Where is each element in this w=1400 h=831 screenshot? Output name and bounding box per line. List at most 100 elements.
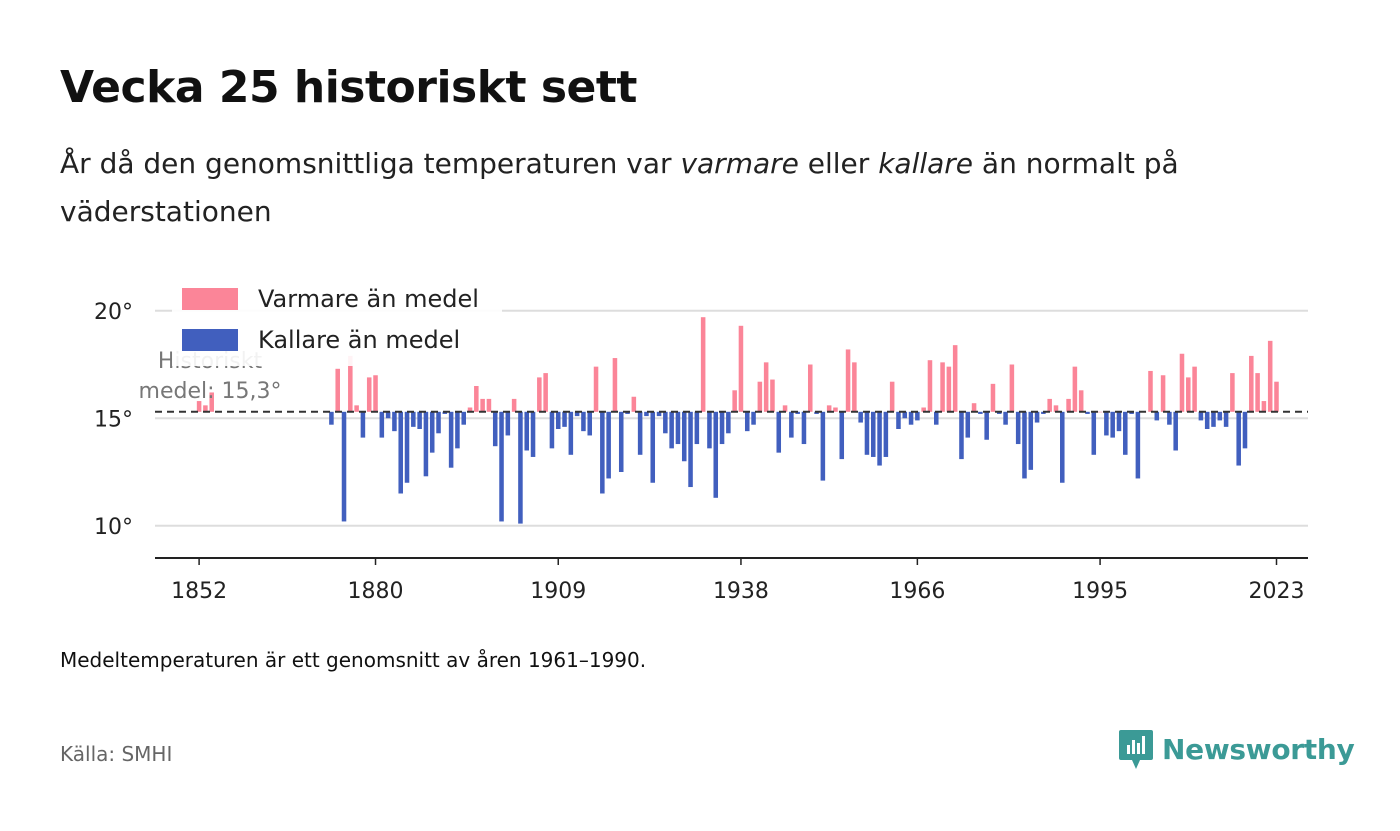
bar-cold (694, 411, 700, 445)
bars (196, 317, 1279, 524)
y-tick-labels: 10° 15° 20° (94, 300, 133, 540)
bar-cold (984, 411, 989, 440)
x-tick-label: 1938 (713, 579, 769, 604)
bar-cold (499, 411, 504, 522)
bar-cold (600, 411, 605, 494)
bar-cold (744, 411, 750, 432)
bar-cold (518, 411, 523, 524)
bar-cold (1104, 411, 1109, 436)
bar-warm (833, 407, 838, 412)
bar-warm (1249, 355, 1254, 412)
x-tick-label: 1966 (889, 579, 945, 604)
bar-cold (1154, 411, 1160, 421)
bar-cold (448, 411, 454, 468)
x-tick-labels: 1852 1880 1909 1938 1966 1995 2023 (171, 558, 1304, 604)
y-tick-label: 15° (94, 407, 133, 432)
subtitle-part1: År då den genomsnittliga temperaturen va… (60, 147, 681, 180)
bar-warm (990, 383, 996, 412)
bar-cold (644, 411, 649, 417)
bar-cold (713, 411, 719, 498)
bar-warm (348, 355, 353, 412)
bar-warm (763, 362, 769, 412)
bar-warm (511, 398, 517, 412)
bar-cold (1034, 411, 1040, 423)
bar-cold (751, 411, 756, 425)
bar-warm (927, 360, 933, 412)
bar-warm (1047, 398, 1052, 412)
bar-cold (814, 411, 819, 414)
subtitle-part2: eller (798, 147, 879, 180)
brand-name: Newsworthy (1162, 732, 1355, 766)
bar-cold (795, 411, 800, 414)
bar-warm (593, 366, 599, 412)
bar-cold (908, 411, 914, 425)
bar-warm (467, 407, 473, 412)
subtitle-part3: än normalt på väderstationen (60, 147, 1179, 228)
bar-cold (1003, 411, 1008, 425)
bar-cold (858, 411, 863, 423)
bar-warm (852, 362, 857, 412)
legend-warm-swatch (182, 288, 238, 310)
page-title: Vecka 25 historiskt sett (60, 62, 637, 113)
bar-cold (965, 411, 971, 438)
bar-warm (807, 364, 813, 412)
bar-cold (505, 411, 511, 436)
bar-cold (896, 411, 901, 429)
bar-warm (480, 398, 485, 412)
bar-cold (555, 411, 561, 429)
brand-logo: Newsworthy (1118, 728, 1355, 770)
bar-warm (1261, 401, 1267, 412)
bar-cold (1123, 411, 1128, 455)
bar-warm (757, 381, 763, 412)
bar-cold (959, 411, 964, 460)
bar-cold (461, 411, 466, 425)
bar-cold (1236, 411, 1241, 466)
bar-cold (492, 411, 498, 447)
bar-warm (373, 375, 378, 412)
bar-warm (1255, 373, 1260, 412)
bar-warm (940, 362, 945, 412)
bar-cold (411, 411, 416, 427)
bar-cold (801, 411, 807, 445)
bar-cold (883, 411, 889, 457)
bar-cold (1217, 411, 1223, 421)
bar-cold (581, 411, 586, 432)
bar-cold (568, 411, 574, 455)
bar-cold (423, 411, 429, 477)
bar-cold (1085, 411, 1090, 414)
bar-warm (946, 366, 952, 412)
bar-warm (354, 405, 359, 412)
bar-cold (1198, 411, 1204, 421)
bar-cold (455, 411, 460, 449)
bar-cold (864, 411, 870, 455)
bar-cold (915, 411, 920, 421)
bar-cold (524, 411, 530, 451)
bar-warm (732, 390, 737, 412)
bar-cold (625, 411, 630, 414)
bar-warm (1267, 340, 1273, 412)
bar-cold (404, 411, 410, 483)
bar-warm (1160, 375, 1166, 412)
source-credit: Källa: SMHI (60, 742, 173, 766)
bar-cold (663, 411, 668, 434)
bar-warm (826, 405, 832, 412)
x-tick-label: 1880 (348, 579, 404, 604)
bar-warm (486, 398, 492, 412)
bar-warm (474, 386, 479, 412)
bar-warm (952, 345, 958, 412)
bar-cold (776, 411, 782, 453)
bar-warm (209, 392, 214, 412)
bar-warm (1097, 411, 1103, 413)
bar-warm (1192, 366, 1197, 412)
bar-warm (537, 377, 542, 412)
bar-cold (902, 411, 908, 419)
x-tick-label: 1852 (171, 579, 227, 604)
bar-warm (203, 405, 208, 412)
bar-cold (385, 411, 391, 419)
newsworthy-logo-icon (1119, 730, 1153, 769)
bar-cold (398, 411, 403, 494)
x-tick-label: 1995 (1072, 579, 1128, 604)
bar-warm (1078, 390, 1084, 412)
bar-cold (392, 411, 397, 432)
bar-cold (1041, 411, 1046, 414)
